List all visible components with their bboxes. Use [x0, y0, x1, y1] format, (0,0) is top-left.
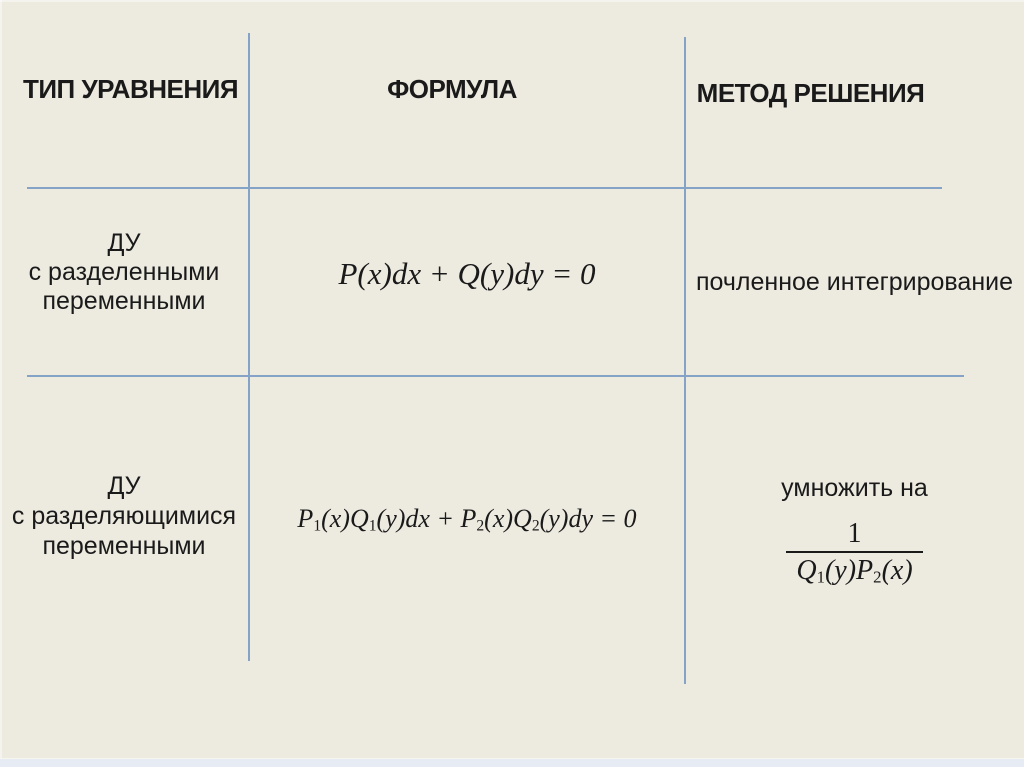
row1-formula: P(x)dx + Q(y)dy = 0 — [249, 256, 685, 292]
row2-formula: P1(x)Q1(y)dx + P2(x)Q2(y)dy = 0 — [249, 503, 685, 534]
column-header-equation-type: ТИП УРАВНЕНИЯ — [22, 74, 239, 104]
row2-formula-math: P1(x)Q1(y)dx + P2(x)Q2(y)dy = 0 — [297, 504, 637, 535]
fraction-denominator: Q1(y)P2(x) — [786, 551, 923, 588]
slide-top-edge-highlight — [0, 0, 1024, 2]
row1-formula-math: P(x)dx + Q(y)dy = 0 — [338, 256, 596, 291]
equation-type-line: ДУ — [107, 229, 141, 257]
equation-type-line: ДУ — [107, 472, 141, 500]
fraction-numerator: 1 — [847, 518, 862, 549]
equation-type-line: с разделяющимися — [11, 502, 237, 530]
row2-method-intro: умножить на — [781, 474, 928, 502]
table-column-divider-2 — [684, 37, 686, 684]
row2-method-fraction: 1 Q1(y)P2(x) — [685, 517, 1024, 588]
table-row-divider-1 — [27, 187, 942, 189]
equation-type-line: переменными — [42, 287, 206, 315]
slide-bottom-strip — [0, 758, 1024, 767]
slide-left-edge-highlight — [0, 0, 2, 767]
table-row-divider-2 — [27, 375, 964, 377]
table-column-divider-1 — [248, 33, 250, 661]
column-header-method: МЕТОД РЕШЕНИЯ — [696, 78, 925, 108]
equation-type-line: переменными — [42, 532, 206, 560]
fraction: 1 Q1(y)P2(x) — [786, 517, 923, 588]
row1-method: почленное интегрирование — [696, 268, 1013, 296]
row2-equation-type: ДУ с разделяющимися переменными — [0, 471, 248, 561]
column-header-formula: ФОРМУЛА — [387, 74, 517, 104]
row1-equation-type: ДУ с разделенными переменными — [0, 229, 248, 316]
equation-type-line: с разделенными — [28, 258, 220, 286]
